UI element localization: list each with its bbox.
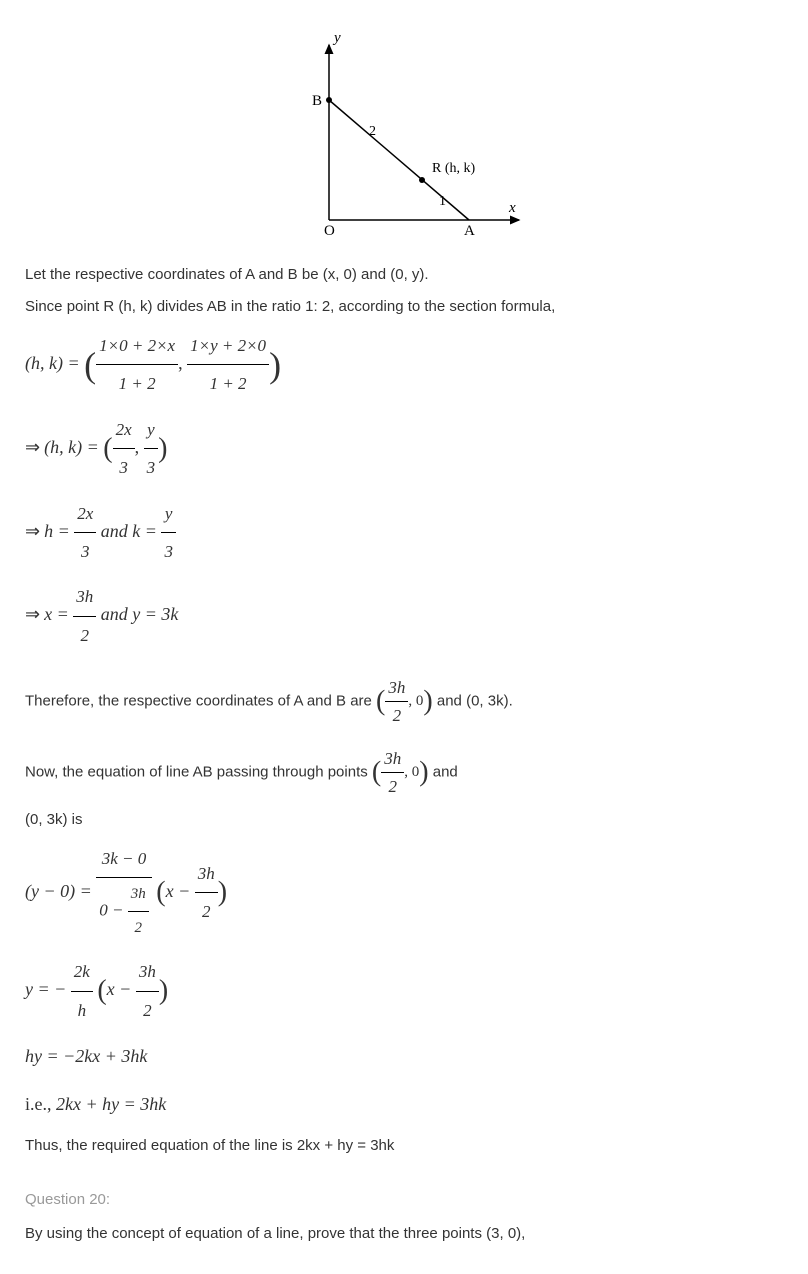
diagram-svg: y x O B A R (h, k) 2 1 [274,30,534,240]
equation-2: ⇒(h, k) = (2x3, y3) [25,411,783,487]
svg-text:2: 2 [369,124,376,139]
now-text: Now, the equation of line AB passing thr… [25,745,783,800]
svg-text:O: O [324,223,335,239]
svg-text:y: y [332,30,341,46]
equation-8: i.e., 2kx + hy = 3hk [25,1085,783,1125]
equation-5: (y − 0) = 3k − 0 0 − 3h2 (x − 3h2) [25,840,783,945]
coordinate-diagram: y x O B A R (h, k) 2 1 [25,30,783,248]
equation-6: y = − 2kh (x − 3h2) [25,953,783,1029]
intro-text-1: Let the respective coordinates of A and … [25,263,783,287]
svg-text:1: 1 [439,194,446,209]
svg-text:B: B [312,93,322,109]
equation-7: hy = −2kx + 3hk [25,1037,783,1077]
svg-text:A: A [464,223,475,239]
now-text-2: (0, 3k) is [25,808,783,832]
question-heading: Question 20: [25,1188,783,1212]
intro-text-2: Since point R (h, k) divides AB in the r… [25,295,783,319]
therefore-text: Therefore, the respective coordinates of… [25,674,783,729]
equation-1: (h, k) = (1×0 + 2×x1 + 2, 1×y + 2×01 + 2… [25,327,783,403]
svg-text:x: x [508,200,516,216]
svg-text:R (h, k): R (h, k) [432,161,476,176]
conclusion-text: Thus, the required equation of the line … [25,1134,783,1158]
question-text: By using the concept of equation of a li… [25,1222,783,1246]
equation-4: ⇒x = 3h2 and y = 3k [25,578,783,654]
equation-3: ⇒h = 2x3 and k = y3 [25,495,783,571]
